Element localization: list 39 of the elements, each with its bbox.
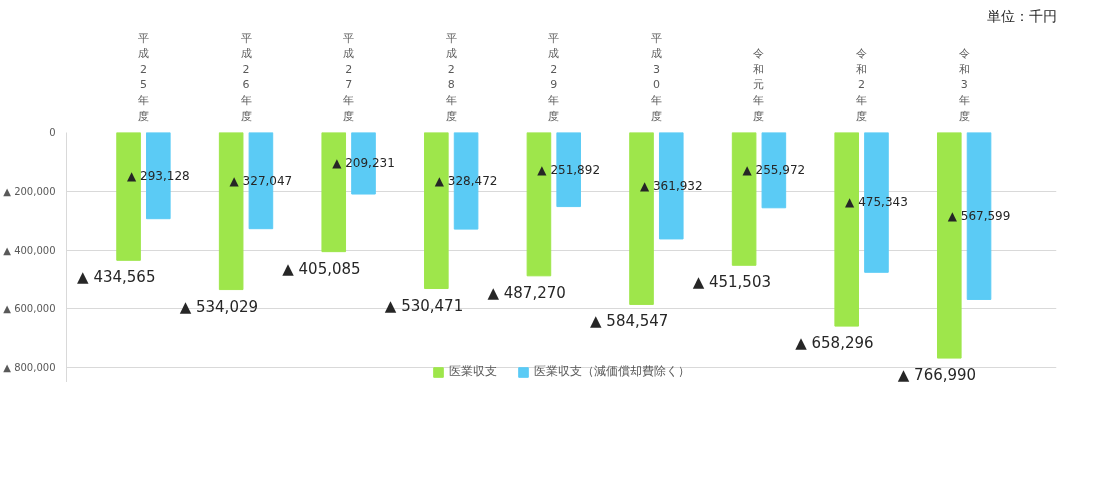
x-tick-label: 平成29年度 <box>548 31 560 123</box>
bar <box>936 132 962 359</box>
y-tick-label: 0 <box>49 127 56 138</box>
legend-label: 医業収支（減価償却費除く） <box>534 363 690 380</box>
bar <box>116 132 141 261</box>
bar <box>321 132 347 253</box>
y-tick-label: ▲ 200,000 <box>3 185 56 197</box>
text: 単位：千円 <box>986 7 1057 24</box>
data-label: ▲ 766,990 <box>897 366 977 385</box>
data-label: ▲ 487,270 <box>487 283 566 302</box>
bar <box>834 132 859 327</box>
data-label: ▲ 567,599 <box>947 208 1011 223</box>
y-tick-label: ▲ 400,000 <box>3 244 56 256</box>
x-tick-label: 平成25年度 <box>137 31 149 123</box>
x-tick-label: 令和元年度 <box>753 47 765 123</box>
data-label: ▲ 405,085 <box>282 259 361 278</box>
data-label: ▲ 658,296 <box>795 334 874 353</box>
data-label: ▲ 327,047 <box>229 173 293 188</box>
data-label: ▲ 434,565 <box>77 268 156 287</box>
x-tick-label: 平成26年度 <box>240 31 252 123</box>
x-tick-label: 平成30年度 <box>650 31 662 123</box>
data-label: ▲ 534,029 <box>179 297 259 316</box>
bar <box>731 132 757 266</box>
data-label: ▲ 584,547 <box>590 312 669 331</box>
data-label: ▲ 255,972 <box>742 163 806 178</box>
y-tick-label: ▲ 600,000 <box>3 303 56 315</box>
x-tick-label: 令和3年度 <box>958 47 970 123</box>
y-tick-label: ▲ 800,000 <box>3 362 56 374</box>
bar <box>526 132 552 277</box>
data-label: ▲ 451,503 <box>692 273 771 292</box>
x-tick-label: 令和2年度 <box>856 47 868 123</box>
bar <box>218 132 244 291</box>
bar <box>629 132 654 305</box>
legend-label: 医業収支 <box>449 363 497 380</box>
x-tick-label: 平成28年度 <box>445 31 457 123</box>
data-label: ▲ 530,471 <box>384 296 464 315</box>
data-label: ▲ 328,472 <box>434 173 498 188</box>
x-tick-label: 平成27年度 <box>343 31 355 123</box>
bar <box>424 132 449 290</box>
